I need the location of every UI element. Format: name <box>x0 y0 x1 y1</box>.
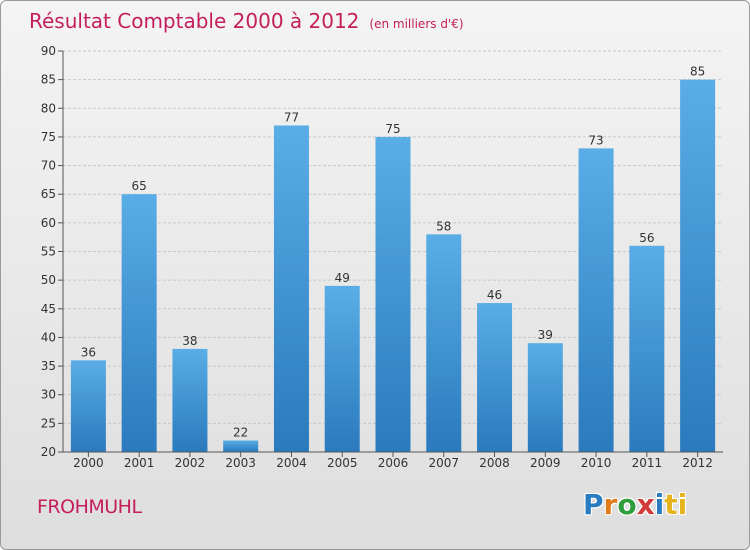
logo-letter: r <box>603 488 618 521</box>
y-tick-label: 70 <box>41 159 56 173</box>
x-tick-label: 2002 <box>175 456 206 470</box>
y-tick-label: 55 <box>41 245 56 259</box>
y-tick-label: 35 <box>41 359 56 373</box>
x-tick-label: 2003 <box>225 456 256 470</box>
y-tick-label: 75 <box>41 130 56 144</box>
bar <box>273 125 309 452</box>
data-label: 49 <box>335 271 350 285</box>
commune-name: FROHMUHL <box>37 496 142 518</box>
data-label: 22 <box>233 426 248 440</box>
logo-letter: i <box>654 488 665 521</box>
data-label: 73 <box>588 133 603 147</box>
bar <box>70 360 106 452</box>
x-tick-label: 2009 <box>530 456 561 470</box>
title-text: Résultat Comptable 2000 à 2012 <box>29 9 360 33</box>
logo-letter: ti <box>664 488 688 521</box>
data-label: 56 <box>639 231 654 245</box>
y-tick-label: 25 <box>41 416 56 430</box>
bar <box>375 136 411 452</box>
y-tick-label: 30 <box>41 388 56 402</box>
bar <box>324 285 360 452</box>
data-label: 39 <box>538 328 553 342</box>
data-label: 75 <box>385 122 400 136</box>
bar <box>121 194 157 452</box>
y-tick-label: 90 <box>41 44 56 58</box>
y-tick-label: 80 <box>41 101 56 115</box>
x-tick-label: 2006 <box>378 456 409 470</box>
y-tick-label: 60 <box>41 216 56 230</box>
x-tick-label: 2008 <box>479 456 510 470</box>
y-tick-label: 65 <box>41 187 56 201</box>
y-tick-label: 40 <box>41 330 56 344</box>
logo-letter: P <box>583 488 604 521</box>
data-label: 38 <box>182 334 197 348</box>
bar <box>629 245 665 452</box>
proxiti-logo: Proxiti <box>583 488 687 521</box>
title-unit: (en milliers d'€) <box>369 17 464 31</box>
x-tick-label: 2001 <box>124 456 155 470</box>
bar <box>680 79 716 453</box>
data-label: 36 <box>81 345 96 359</box>
bar <box>578 148 614 452</box>
data-label: 65 <box>132 179 147 193</box>
data-label: 46 <box>487 288 502 302</box>
bar <box>527 343 563 452</box>
x-tick-label: 2011 <box>632 456 663 470</box>
y-tick-label: 45 <box>41 302 56 316</box>
bar <box>477 303 513 452</box>
bar <box>172 348 208 452</box>
logo-letter: o <box>617 488 637 521</box>
y-tick-label: 85 <box>41 73 56 87</box>
data-label: 58 <box>436 219 451 233</box>
y-tick-label: 20 <box>41 445 56 459</box>
y-tick-label: 50 <box>41 273 56 287</box>
x-tick-label: 2005 <box>327 456 358 470</box>
bar <box>426 234 462 452</box>
logo-letter: x <box>636 488 655 521</box>
data-label: 77 <box>284 110 299 124</box>
chart-title: Résultat Comptable 2000 à 2012 (en millie… <box>29 9 464 33</box>
x-tick-label: 2012 <box>682 456 713 470</box>
x-tick-label: 2007 <box>428 456 459 470</box>
x-tick-label: 2000 <box>73 456 104 470</box>
bar <box>223 440 259 452</box>
x-tick-label: 2004 <box>276 456 307 470</box>
x-tick-label: 2010 <box>581 456 612 470</box>
data-label: 85 <box>690 65 705 79</box>
